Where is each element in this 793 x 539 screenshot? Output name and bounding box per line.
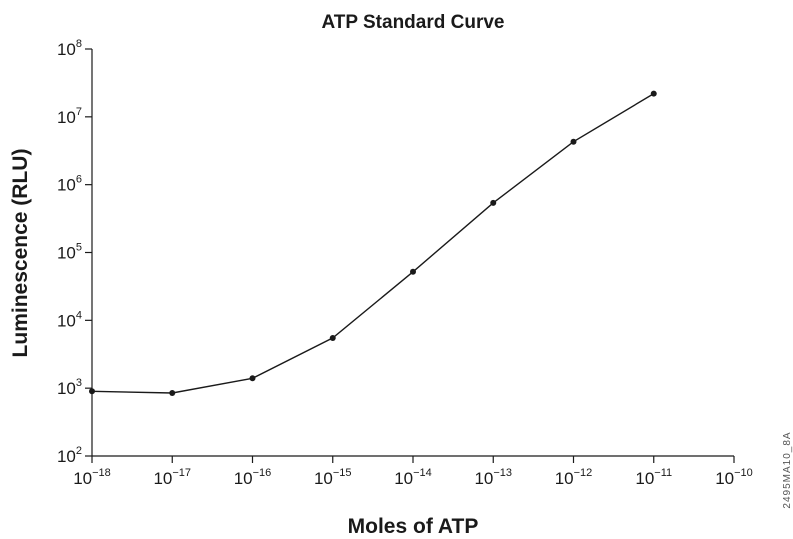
y-tick-label: 108 — [57, 38, 82, 59]
series-line — [91, 92, 655, 394]
y-tick-label: 107 — [57, 106, 82, 127]
data-point — [169, 389, 176, 396]
y-tick-exponent: 4 — [76, 309, 82, 321]
x-tick-base: 10 — [394, 469, 413, 488]
x-tick-base: 10 — [715, 469, 734, 488]
y-tick-exponent: 2 — [76, 445, 82, 457]
y-tick-label: 102 — [57, 445, 82, 466]
x-tick-base: 10 — [314, 469, 333, 488]
x-tick-exponent: −12 — [574, 467, 593, 479]
chart-title: ATP Standard Curve — [321, 12, 504, 33]
x-tick-exponent: −11 — [654, 467, 672, 479]
y-tick-exponent: 7 — [76, 106, 82, 118]
x-tick-base: 10 — [474, 469, 493, 488]
data-point — [249, 375, 256, 382]
x-tick-base: 10 — [555, 469, 574, 488]
data-point — [329, 334, 336, 341]
x-tick-base: 10 — [73, 469, 92, 488]
plot-area — [89, 90, 657, 396]
y-tick-base: 10 — [57, 379, 76, 398]
data-point — [650, 90, 657, 97]
x-tick-exponent: −18 — [92, 467, 111, 479]
x-tick-label: 10−15 — [314, 467, 352, 488]
y-tick-label: 106 — [57, 174, 82, 195]
y-tick-exponent: 5 — [76, 242, 82, 254]
x-tick-label: 10−11 — [635, 467, 672, 488]
data-point — [89, 388, 95, 395]
x-tick-base: 10 — [153, 469, 172, 488]
x-tick-label: 10−16 — [234, 467, 272, 488]
y-tick-base: 10 — [57, 176, 76, 195]
figure-id: 2495MA10_8A — [782, 431, 793, 508]
x-tick-base: 10 — [635, 469, 654, 488]
x-axis-title: Moles of ATP — [348, 515, 479, 538]
y-tick-exponent: 8 — [76, 38, 82, 50]
y-axis-title: Luminescence (RLU) — [9, 149, 32, 358]
x-tick-exponent: −13 — [493, 467, 512, 479]
x-tick-base: 10 — [234, 469, 253, 488]
y-tick-base: 10 — [57, 108, 76, 127]
x-tick-exponent: −15 — [333, 467, 352, 479]
data-point — [410, 268, 416, 275]
y-tick-exponent: 6 — [76, 174, 82, 186]
x-tick-label: 10−17 — [153, 467, 191, 488]
data-point — [570, 138, 577, 145]
x-tick-label: 10−10 — [715, 467, 753, 488]
x-tick-label: 10−12 — [555, 467, 593, 488]
y-tick-base: 10 — [57, 311, 76, 330]
y-tick-label: 105 — [57, 242, 82, 263]
y-tick-exponent: 3 — [76, 377, 82, 389]
y-tick-base: 10 — [57, 40, 76, 59]
x-tick-exponent: −14 — [413, 467, 432, 479]
x-tick-exponent: −17 — [172, 467, 191, 479]
x-tick-exponent: −16 — [253, 467, 272, 479]
x-tick-label: 10−18 — [73, 467, 111, 488]
y-tick-base: 10 — [57, 447, 76, 466]
x-tick-label: 10−13 — [474, 467, 512, 488]
data-point — [490, 199, 497, 206]
y-tick-base: 10 — [57, 244, 76, 263]
x-tick-exponent: −10 — [734, 467, 753, 479]
y-tick-label: 104 — [57, 309, 82, 330]
y-tick-label: 103 — [57, 377, 82, 398]
x-tick-label: 10−14 — [394, 467, 432, 488]
